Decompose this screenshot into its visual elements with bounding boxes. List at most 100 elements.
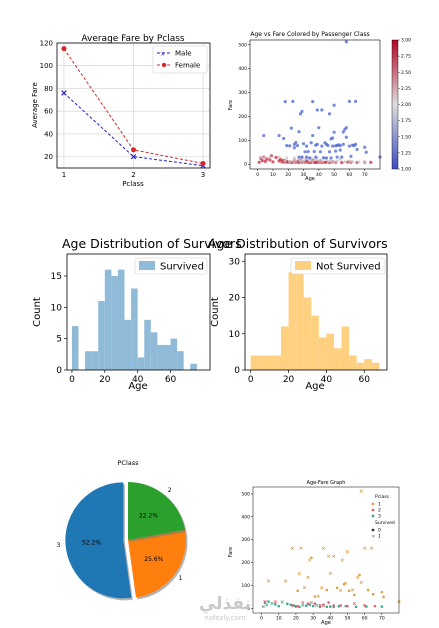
scatter-point [318, 150, 322, 154]
scatter-point [304, 144, 309, 148]
scatter-point [277, 604, 281, 608]
scatter-point [315, 142, 319, 146]
histogram-bar [117, 269, 125, 370]
scatter-point [259, 155, 263, 159]
histogram-bar [91, 351, 99, 370]
scatter-point [266, 579, 271, 583]
scatter-point [347, 589, 351, 593]
x-tick-label: 50 [345, 616, 351, 622]
scatter-point [294, 140, 298, 145]
scatter-point [334, 149, 338, 153]
age-fare-scatter-colored: Age vs Fare Colored by Passenger Class A… [228, 31, 411, 182]
histogram-bar [98, 301, 105, 370]
histogram-bar [296, 272, 304, 370]
legend: Not Survived [290, 257, 386, 275]
y-tick-label: 100 [238, 138, 247, 144]
y-tick-label: 40 [44, 130, 53, 138]
scatter-point [330, 144, 335, 148]
x-tick-label: 40 [316, 172, 322, 178]
y-tick-label: 100 [40, 62, 53, 70]
pclass-pie-chart: PClass 52.2% 3 25.6% 1 22.2% 2 [57, 459, 188, 601]
x-tick-label: 20 [293, 616, 299, 622]
scatter-point [295, 143, 300, 148]
pie-slice [65, 482, 132, 599]
histogram-bar [150, 332, 158, 370]
scatter-point [325, 605, 329, 609]
y-tick-label: 300 [241, 537, 250, 543]
histogram-bar [157, 344, 164, 370]
histogram-bar [326, 333, 334, 370]
scatter-point [288, 144, 292, 148]
legend: Pclass 1 2 3 Survived 0 × 1 [372, 494, 395, 540]
histogram-bar [318, 337, 327, 370]
scatter-point [286, 602, 289, 606]
scatter-point [342, 582, 346, 586]
histogram-bar [258, 355, 266, 370]
histogram-bar [190, 363, 197, 370]
y-tick-label: 10 [51, 303, 63, 313]
histogram-bar [177, 351, 184, 370]
scatter-point [335, 155, 339, 159]
histogram-bar [85, 351, 92, 370]
legend: Survived [134, 257, 208, 275]
x-tick-label: 20 [283, 375, 295, 385]
scatter-point [327, 112, 332, 116]
x-tick-label: 0 [69, 375, 75, 385]
scatter-point [263, 159, 267, 163]
scatter-point [322, 603, 325, 607]
histogram-bar [349, 355, 357, 370]
scatter-point [321, 546, 326, 551]
scatter-point [302, 585, 307, 590]
x-tick-label: 60 [165, 375, 177, 385]
scatter-point [328, 571, 332, 576]
scatter-point [345, 550, 350, 554]
legend: x Male Female [152, 45, 208, 74]
scatter-point [321, 603, 326, 608]
scatter-point [300, 109, 304, 114]
x-tick-label: 60 [359, 375, 371, 385]
scatter-point [332, 604, 336, 607]
scatter-point [301, 142, 306, 146]
scatter-point [285, 156, 289, 160]
scatter-point [335, 586, 339, 590]
scatter-point [311, 604, 315, 608]
scatter-point [317, 159, 321, 163]
scatter-point [356, 575, 360, 580]
x-tick-label: 10 [276, 616, 282, 622]
y-axis-label: Fare [228, 547, 234, 558]
scatter-point [273, 600, 277, 604]
y-tick-label: 30 [229, 257, 241, 267]
scatter-point [330, 136, 335, 140]
scatter-point [310, 556, 313, 560]
legend-swatch [295, 261, 311, 270]
scatter-point [301, 600, 305, 605]
survived-age-histogram: Age Distribution of Survivors Age Count … [32, 236, 242, 392]
data-point [131, 147, 136, 153]
scatter-point [303, 150, 307, 154]
x-tick-label: 60 [347, 172, 353, 178]
scatter-point [262, 133, 266, 138]
scatter-point [263, 599, 267, 604]
colorbar-tick-label: 1.25 [401, 150, 411, 156]
axis-ticks: 0 20 40 60 0 5 10 15 [51, 272, 177, 385]
legend-marker-pclass-2 [371, 508, 375, 512]
scatter-point [283, 100, 287, 104]
y-axis-label: Average Fare [31, 82, 39, 128]
scatter-point [289, 126, 293, 130]
scatter-point [363, 604, 366, 607]
scatter-point [371, 592, 375, 596]
x-axis-label: Age [305, 176, 315, 182]
x-tick-label: 40 [321, 375, 333, 385]
colorbar-tick-label: 1.00 [401, 167, 411, 173]
scatter-point [359, 489, 363, 493]
scatter-point [308, 159, 312, 163]
scatter-point [363, 145, 367, 149]
histogram-bar [250, 355, 259, 370]
scatter-point [292, 146, 296, 150]
histogram-bar [356, 362, 365, 370]
x-tick-label: 50 [331, 172, 337, 178]
plot-frame [249, 39, 381, 170]
scatter-point [318, 604, 322, 607]
scatter-point [369, 160, 373, 164]
